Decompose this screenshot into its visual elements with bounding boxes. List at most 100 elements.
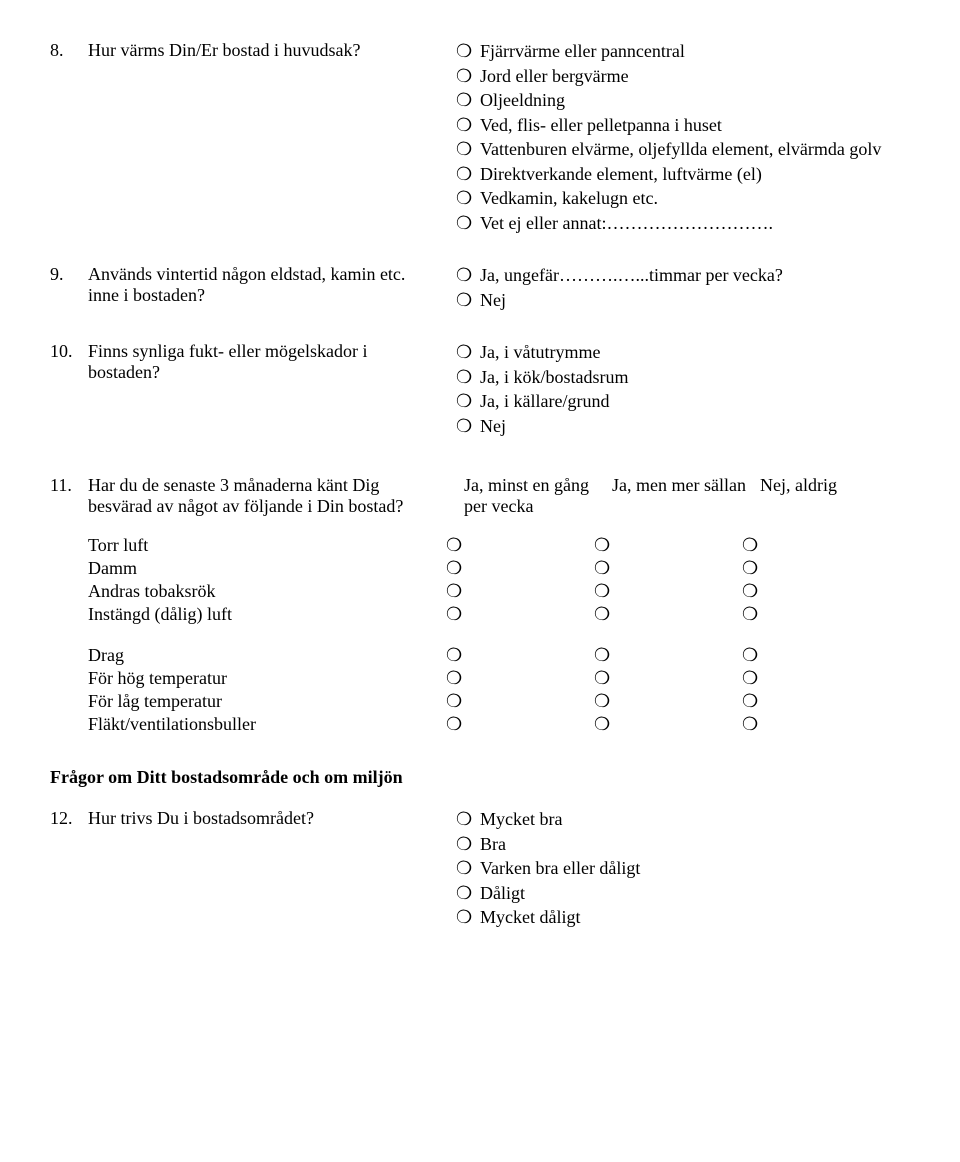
option-item: ❍Ja, ungefär……….…...timmar per vecka? [456, 264, 910, 287]
option-item: ❍Ja, i kök/bostadsrum [456, 366, 910, 389]
q11-row: Instängd (dålig) luft❍❍❍ [50, 604, 910, 625]
radio-icon[interactable]: ❍ [734, 714, 882, 735]
radio-icon[interactable]: ❍ [586, 668, 734, 689]
q11-row: För låg temperatur❍❍❍ [50, 691, 910, 712]
q8-options: ❍Fjärrvärme eller panncentral❍Jord eller… [456, 40, 910, 236]
option-item: ❍Mycket dåligt [456, 906, 910, 929]
radio-icon[interactable]: ❍ [734, 581, 882, 602]
radio-icon[interactable]: ❍ [456, 40, 480, 63]
q8-text: Hur värms Din/Er bostad i huvudsak? [88, 40, 456, 61]
section-heading: Frågor om Ditt bostadsområde och om milj… [50, 767, 910, 788]
option-label: Ved, flis- eller pelletpanna i huset [480, 114, 910, 137]
option-item: ❍Ja, i våtutrymme [456, 341, 910, 364]
option-item: ❍Ja, i källare/grund [456, 390, 910, 413]
radio-icon[interactable]: ❍ [456, 906, 480, 929]
radio-icon[interactable]: ❍ [586, 645, 734, 666]
q11-col-2: Nej, aldrig [752, 475, 900, 517]
q11-row: Fläkt/ventilationsbuller❍❍❍ [50, 714, 910, 735]
radio-icon[interactable]: ❍ [586, 604, 734, 625]
option-item: ❍Oljeeldning [456, 89, 910, 112]
q9-options: ❍Ja, ungefär……….…...timmar per vecka?❍Ne… [456, 264, 910, 313]
q10-options: ❍Ja, i våtutrymme❍Ja, i kök/bostadsrum❍J… [456, 341, 910, 439]
q12-text: Hur trivs Du i bostadsområdet? [88, 808, 456, 829]
radio-icon[interactable]: ❍ [456, 114, 480, 137]
q11-row-label: Instängd (dålig) luft [50, 604, 438, 625]
radio-icon[interactable]: ❍ [456, 833, 480, 856]
radio-icon[interactable]: ❍ [438, 535, 586, 556]
radio-icon[interactable]: ❍ [456, 187, 480, 210]
radio-icon[interactable]: ❍ [456, 882, 480, 905]
radio-icon[interactable]: ❍ [456, 264, 480, 287]
radio-icon[interactable]: ❍ [456, 808, 480, 831]
radio-icon[interactable]: ❍ [456, 89, 480, 112]
option-label: Vedkamin, kakelugn etc. [480, 187, 910, 210]
radio-icon[interactable]: ❍ [456, 341, 480, 364]
q11-num: 11. [50, 475, 88, 496]
option-item: ❍Vattenburen elvärme, oljefyllda element… [456, 138, 910, 161]
radio-icon[interactable]: ❍ [438, 714, 586, 735]
radio-icon[interactable]: ❍ [456, 138, 480, 161]
q11-row-label: För låg temperatur [50, 691, 438, 712]
radio-icon[interactable]: ❍ [586, 691, 734, 712]
q11-row-label: Drag [50, 645, 438, 666]
radio-icon[interactable]: ❍ [456, 857, 480, 880]
q11-row: För hög temperatur❍❍❍ [50, 668, 910, 689]
option-item: ❍Nej [456, 415, 910, 438]
option-label: Oljeeldning [480, 89, 910, 112]
q9-num: 9. [50, 264, 88, 285]
radio-icon[interactable]: ❍ [586, 558, 734, 579]
q11-group-1: Torr luft❍❍❍Damm❍❍❍Andras tobaksrök❍❍❍In… [50, 535, 910, 625]
q11-row-label: Andras tobaksrök [50, 581, 438, 602]
option-item: ❍Nej [456, 289, 910, 312]
radio-icon[interactable]: ❍ [734, 691, 882, 712]
option-item: ❍Ved, flis- eller pelletpanna i huset [456, 114, 910, 137]
radio-icon[interactable]: ❍ [438, 558, 586, 579]
q11-row-label: För hög temperatur [50, 668, 438, 689]
radio-icon[interactable]: ❍ [734, 558, 882, 579]
option-label: Mycket bra [480, 808, 910, 831]
radio-icon[interactable]: ❍ [456, 65, 480, 88]
question-9: 9. Används vintertid någon eldstad, kami… [50, 264, 910, 313]
q11-text: Har du de senaste 3 månaderna känt Dig b… [88, 475, 456, 517]
option-label: Ja, i kök/bostadsrum [480, 366, 910, 389]
q12-num: 12. [50, 808, 88, 829]
option-item: ❍Dåligt [456, 882, 910, 905]
q11-row-label: Fläkt/ventilationsbuller [50, 714, 438, 735]
radio-icon[interactable]: ❍ [456, 163, 480, 186]
q10-text: Finns synliga fukt- eller mögelskador i … [88, 341, 456, 383]
radio-icon[interactable]: ❍ [456, 366, 480, 389]
radio-icon[interactable]: ❍ [438, 691, 586, 712]
radio-icon[interactable]: ❍ [438, 604, 586, 625]
radio-icon[interactable]: ❍ [456, 415, 480, 438]
radio-icon[interactable]: ❍ [438, 581, 586, 602]
radio-icon[interactable]: ❍ [438, 645, 586, 666]
option-label: Varken bra eller dåligt [480, 857, 910, 880]
option-item: ❍Jord eller bergvärme [456, 65, 910, 88]
radio-icon[interactable]: ❍ [456, 212, 480, 235]
q11-row: Andras tobaksrök❍❍❍ [50, 581, 910, 602]
radio-icon[interactable]: ❍ [586, 714, 734, 735]
option-label: Mycket dåligt [480, 906, 910, 929]
question-11: 11. Har du de senaste 3 månaderna känt D… [50, 475, 910, 735]
radio-icon[interactable]: ❍ [456, 390, 480, 413]
option-label: Vattenburen elvärme, oljefyllda element,… [480, 138, 910, 161]
option-item: ❍Varken bra eller dåligt [456, 857, 910, 880]
option-label: Nej [480, 289, 910, 312]
radio-icon[interactable]: ❍ [734, 668, 882, 689]
option-label: Ja, i källare/grund [480, 390, 910, 413]
radio-icon[interactable]: ❍ [456, 289, 480, 312]
radio-icon[interactable]: ❍ [438, 668, 586, 689]
option-label: Fjärrvärme eller panncentral [480, 40, 910, 63]
q11-column-headers: Ja, minst en gång per vecka Ja, men mer … [456, 475, 910, 517]
q11-row-label: Torr luft [50, 535, 438, 556]
option-item: ❍Fjärrvärme eller panncentral [456, 40, 910, 63]
q9-text: Används vintertid någon eldstad, kamin e… [88, 264, 456, 306]
q10-num: 10. [50, 341, 88, 362]
radio-icon[interactable]: ❍ [734, 535, 882, 556]
radio-icon[interactable]: ❍ [586, 535, 734, 556]
radio-icon[interactable]: ❍ [734, 645, 882, 666]
q11-row: Drag❍❍❍ [50, 645, 910, 666]
q11-group-2: Drag❍❍❍För hög temperatur❍❍❍För låg temp… [50, 645, 910, 735]
radio-icon[interactable]: ❍ [734, 604, 882, 625]
radio-icon[interactable]: ❍ [586, 581, 734, 602]
